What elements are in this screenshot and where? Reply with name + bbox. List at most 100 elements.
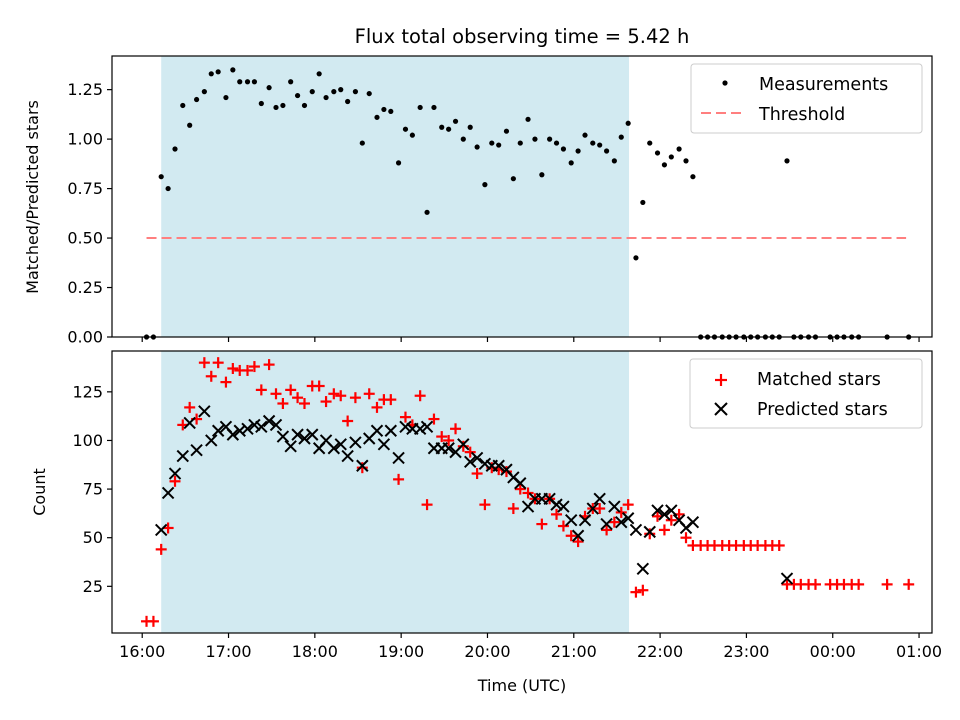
- predicted-star-point: [413, 422, 427, 436]
- count-panel-frame: [111, 350, 933, 634]
- matched-star-point: [536, 518, 548, 530]
- predicted-star-point: [550, 498, 563, 511]
- measurement-point: [611, 158, 617, 164]
- matched-star-point: [212, 357, 224, 369]
- measurement-point: [668, 154, 674, 160]
- matched-star-point: [155, 543, 167, 555]
- measurement-point: [560, 146, 567, 152]
- measurement-point: [633, 255, 639, 261]
- predicted-star-point: [161, 486, 175, 500]
- measurement-point: [784, 158, 790, 164]
- matched-star-point: [242, 364, 254, 376]
- measurement-point: [309, 89, 315, 95]
- measurement-point: [409, 132, 415, 138]
- predicted-star-point: [334, 438, 347, 451]
- matched-star-point: [227, 363, 239, 375]
- matched-star-point: [428, 413, 440, 425]
- matched-star-point: [248, 361, 260, 373]
- measurement-point: [323, 94, 329, 101]
- predicted-star-point: [392, 451, 405, 465]
- count-legend: Matched stars Predicted stars: [689, 358, 923, 429]
- count-ytick-label: 125: [72, 382, 103, 401]
- matched-star-point: [903, 578, 915, 590]
- matched-star-point: [853, 578, 865, 590]
- predicted-star-point: [399, 420, 412, 434]
- predicted-star-point: [341, 449, 354, 463]
- legend-matched-label: Matched stars: [757, 370, 881, 390]
- ratio-ylabel: Matched/Predicted stars: [23, 100, 42, 294]
- measurement-point: [417, 104, 423, 111]
- matched-star-point: [443, 434, 455, 446]
- predicted-star-point: [233, 424, 246, 437]
- measurement-point: [603, 148, 610, 154]
- matched-star-point: [356, 462, 368, 474]
- measurement-point: [654, 150, 661, 156]
- measurement-point: [661, 162, 668, 168]
- measurement-point: [193, 96, 200, 103]
- count-legend-box: [689, 358, 923, 429]
- measurement-point: [496, 142, 502, 148]
- predicted-star-point: [586, 502, 599, 515]
- matched-star-point: [809, 578, 821, 590]
- legend-predicted-marker: [714, 402, 728, 416]
- measurement-point: [517, 140, 523, 146]
- ratio-ytick-label: 0.75: [67, 179, 103, 198]
- measurement-point: [345, 98, 351, 105]
- measurement-point: [172, 146, 178, 152]
- count-ytick-label: 100: [72, 431, 103, 450]
- predicted-star-point: [183, 416, 196, 430]
- count-ytick-label: 75: [83, 480, 103, 499]
- ratio-legend-box: [690, 63, 923, 134]
- measurement-point: [158, 174, 164, 180]
- legend-threshold-label: Threshold: [758, 105, 845, 125]
- legend-matched-marker: [715, 374, 727, 386]
- measurement-point: [431, 104, 437, 111]
- predicted-star-point: [291, 428, 304, 441]
- predicted-star-point: [780, 572, 794, 585]
- measurement-point: [597, 142, 603, 148]
- predicted-star-point: [205, 434, 218, 447]
- matched-star-point: [255, 384, 267, 396]
- matched-star-point: [622, 499, 634, 511]
- matched-star-point: [263, 359, 275, 371]
- measurement-point: [547, 136, 553, 142]
- predicted-star-point: [306, 428, 319, 441]
- matched-star-point: [630, 586, 642, 598]
- measurement-point: [201, 89, 207, 95]
- measurement-point: [230, 67, 236, 73]
- predicted-star-point: [349, 436, 362, 449]
- predicted-star-point: [600, 517, 613, 531]
- predicted-star-point: [593, 492, 606, 506]
- measurement-point: [266, 85, 272, 91]
- predicted-star-point: [608, 500, 621, 513]
- predicted-star-point: [226, 428, 240, 441]
- predicted-star-point: [492, 459, 505, 472]
- matched-star-point: [464, 446, 476, 458]
- matched-star-point: [514, 483, 526, 495]
- matched-star-point: [479, 499, 491, 511]
- count-xtick-label: 19:00: [378, 642, 424, 661]
- measurement-point: [553, 140, 560, 146]
- predicted-star-point: [276, 430, 290, 443]
- count-xtick-label: 16:00: [119, 642, 165, 661]
- count-xtick-label: 22:00: [637, 642, 683, 661]
- predicted-star-point: [578, 513, 592, 527]
- predicted-star-point: [384, 424, 398, 437]
- measurement-point: [244, 79, 251, 85]
- predicted-star-point: [651, 504, 664, 517]
- predicted-star-point: [198, 405, 211, 418]
- measurement-point: [439, 124, 445, 130]
- matched-star-point: [594, 503, 606, 515]
- measurement-point: [331, 89, 337, 95]
- measurement-point: [510, 176, 516, 182]
- matched-star-point: [615, 506, 627, 518]
- count-ytick-label: 50: [83, 528, 103, 547]
- predicted-star-point: [241, 422, 254, 436]
- measurement-point: [690, 174, 696, 180]
- matched-star-point: [507, 503, 519, 515]
- measurement-point: [625, 120, 631, 126]
- ratio-panel: 0.00 0.25 0.50 0.75 1.00 1.25 Matched/Predict…: [23, 55, 933, 347]
- matched-star-point: [522, 487, 534, 499]
- count-xtick-label: 17:00: [205, 642, 251, 661]
- measurement-point: [251, 79, 258, 85]
